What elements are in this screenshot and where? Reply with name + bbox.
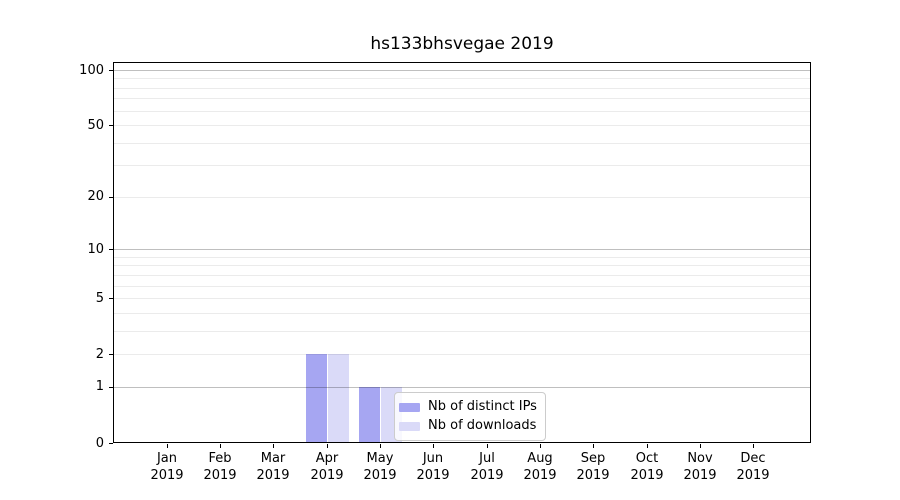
x-tick-label: Jul 2019 [470, 451, 504, 483]
x-tick-mark [167, 444, 168, 448]
y-tick-mark [109, 197, 113, 198]
x-tick-label: Nov 2019 [683, 451, 717, 483]
x-tick-mark [700, 444, 701, 448]
gridline-minor [113, 98, 811, 99]
x-tick-mark [540, 444, 541, 448]
gridline-minor [113, 286, 811, 287]
gridline-major [113, 387, 811, 388]
x-tick-label: May 2019 [363, 451, 397, 483]
gridline-minor [113, 78, 811, 79]
x-tick-label: Mar 2019 [256, 451, 290, 483]
y-tick-mark [109, 354, 113, 355]
gridline-minor [113, 88, 811, 89]
x-tick-mark [753, 444, 754, 448]
legend-label-downloads: Nb of downloads [428, 418, 537, 433]
x-tick-label: Jan 2019 [150, 451, 184, 483]
x-tick-mark [220, 444, 221, 448]
gridline-minor [113, 143, 811, 144]
x-tick-mark [327, 444, 328, 448]
legend: Nb of distinct IPs Nb of downloads [394, 392, 546, 441]
plot-area [113, 62, 811, 443]
gridline-minor [113, 354, 811, 355]
gridline-minor [113, 313, 811, 314]
gridline-minor [113, 111, 811, 112]
y-tick-mark [109, 387, 113, 388]
y-tick-label: 0 [95, 436, 104, 451]
x-tick-mark [487, 444, 488, 448]
y-tick-label: 5 [95, 291, 104, 306]
x-tick-mark [433, 444, 434, 448]
legend-swatch-downloads [399, 421, 420, 431]
x-tick-mark [593, 444, 594, 448]
x-tick-label: Dec 2019 [736, 451, 770, 483]
legend-item-downloads: Nb of downloads [399, 418, 537, 434]
gridline-minor [113, 331, 811, 332]
y-tick-mark [109, 298, 113, 299]
x-tick-mark [647, 444, 648, 448]
legend-item-distinct-ips: Nb of distinct IPs [399, 399, 537, 415]
bar-distinct-ips-apr [305, 354, 327, 443]
x-tick-mark [380, 444, 381, 448]
y-tick-label: 20 [87, 189, 104, 204]
y-tick-label: 1 [95, 379, 104, 394]
x-tick-label: Aug 2019 [523, 451, 557, 483]
chart-title: hs133bhsvegae 2019 [370, 34, 554, 54]
y-tick-mark [109, 70, 113, 71]
bar-distinct-ips-may [359, 386, 381, 443]
y-tick-mark [109, 443, 113, 444]
gridline-major [113, 70, 811, 71]
gridline-minor [113, 257, 811, 258]
gridline-minor [113, 125, 811, 126]
gridline-minor [113, 298, 811, 299]
gridline-major [113, 249, 811, 250]
y-tick-label: 10 [87, 242, 104, 257]
y-tick-mark [109, 125, 113, 126]
x-tick-label: Apr 2019 [310, 451, 344, 483]
x-tick-label: Jun 2019 [416, 451, 450, 483]
y-tick-label: 2 [95, 347, 104, 362]
legend-label-distinct-ips: Nb of distinct IPs [428, 399, 537, 414]
plot-frame [113, 62, 811, 443]
gridline-minor [113, 197, 811, 198]
gridline-minor [113, 165, 811, 166]
x-tick-label: Oct 2019 [630, 451, 664, 483]
gridline-minor [113, 275, 811, 276]
gridline-minor [113, 265, 811, 266]
y-tick-label: 50 [87, 118, 104, 133]
y-tick-mark [109, 249, 113, 250]
x-tick-mark [273, 444, 274, 448]
legend-swatch-distinct-ips [399, 402, 420, 412]
x-tick-label: Sep 2019 [576, 451, 610, 483]
bar-downloads-apr [327, 354, 349, 443]
x-tick-label: Feb 2019 [203, 451, 237, 483]
y-tick-label: 100 [79, 63, 104, 78]
